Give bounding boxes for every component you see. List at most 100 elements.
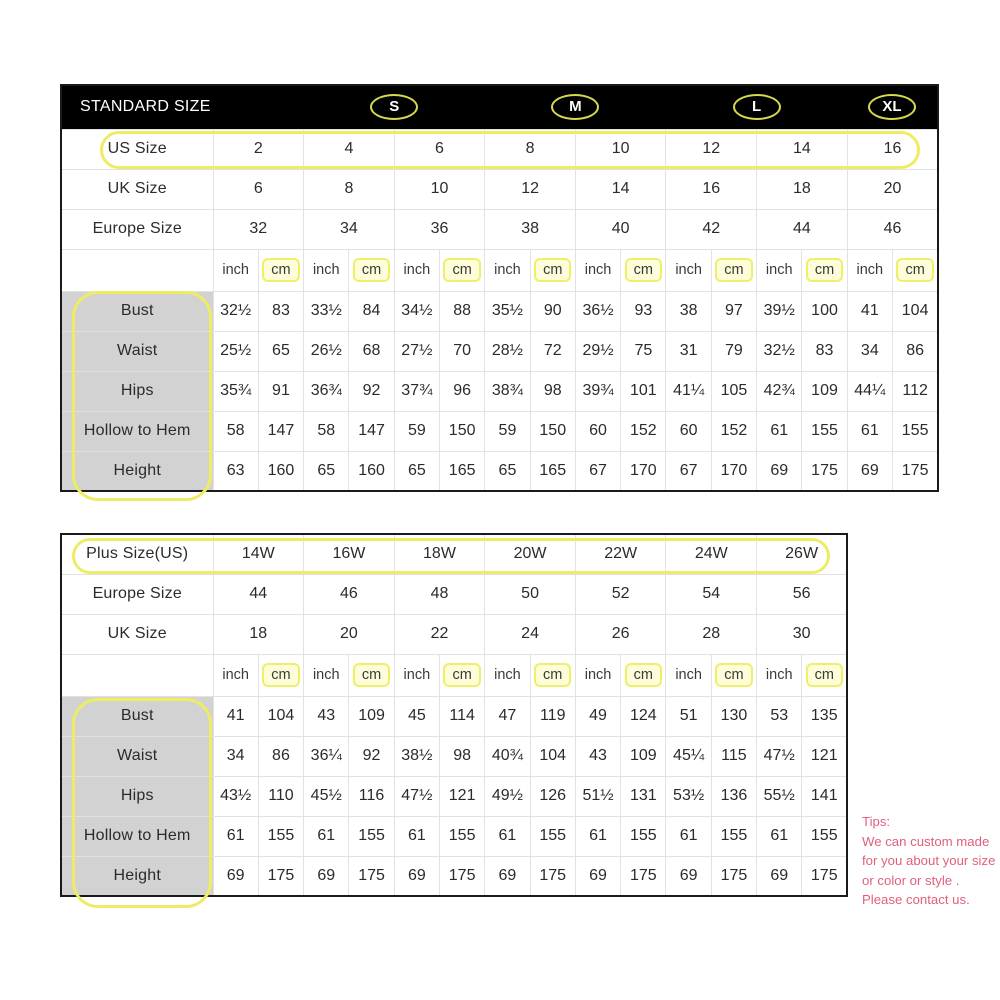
measurement-value-cell: 70 — [438, 330, 486, 372]
measurement-value-cell: 34½ — [393, 290, 441, 332]
measurement-value-cell: 61 — [756, 815, 803, 857]
measurement-value-cell: 155 — [438, 815, 486, 857]
table-row: Europe Size 44 46 48 50 52 54 56 — [60, 573, 848, 615]
measurement-value-cell: 121 — [438, 775, 486, 817]
measurement-row: Hollow to Hem 58 147 58 147 59 150 59 150 60 152 60… — [60, 410, 939, 452]
unit-cell-inch: inch — [665, 653, 712, 697]
measurement-value-cell: 65 — [303, 450, 350, 492]
measurement-value-cell: 155 — [891, 410, 939, 452]
unit-label: cm — [262, 663, 300, 687]
size-value-cell: 48 — [393, 573, 486, 615]
measurement-value-cell: 150 — [438, 410, 486, 452]
measurement-value-cell: 175 — [801, 450, 848, 492]
size-value-cell: 16W — [303, 533, 395, 575]
size-group-m: M — [484, 85, 666, 129]
row-label: UK Size — [60, 168, 214, 210]
measurement-value-cell: 155 — [348, 815, 395, 857]
size-value-cell: 12 — [484, 168, 576, 210]
measurement-value-cell: 109 — [801, 370, 848, 412]
measurement-value-cell: 69 — [574, 855, 622, 897]
measurement-row: Bust 41 104 43 109 45 114 47 119 49 124 51 130 53 135 — [60, 695, 848, 737]
size-group-l: L — [665, 85, 848, 129]
measurement-label: Height — [60, 450, 214, 492]
measurement-value-cell: 175 — [438, 855, 486, 897]
size-value-cell: 26W — [756, 533, 848, 575]
measurement-value-cell: 69 — [484, 855, 531, 897]
unit-cell-inch: inch — [212, 653, 259, 697]
measurement-value-cell: 68 — [348, 330, 395, 372]
measurement-value-cell: 155 — [801, 410, 848, 452]
unit-cell-inch: inch — [303, 248, 350, 292]
measurement-value-cell: 28½ — [484, 330, 531, 372]
measurement-value-cell: 165 — [529, 450, 576, 492]
measurement-value-cell: 47 — [484, 695, 531, 737]
measurement-value-cell: 59 — [484, 410, 531, 452]
measurement-value-cell: 86 — [257, 735, 305, 777]
plus-size-table: Plus Size(US) 14W 16W 18W 20W 22W 24W 26W Europe… — [60, 533, 849, 897]
size-value-cell: 2 — [212, 128, 305, 170]
measurement-value-cell: 41 — [846, 290, 893, 332]
size-value-cell: 36 — [393, 208, 486, 250]
table-title: STANDARD SIZE — [61, 85, 304, 129]
measurement-value-cell: 126 — [529, 775, 576, 817]
size-value-cell: 10 — [393, 168, 486, 210]
measurement-value-cell: 93 — [620, 290, 667, 332]
measurement-value-cell: 35½ — [484, 290, 531, 332]
size-value-cell: 8 — [484, 128, 576, 170]
measurement-row: Bust 32½ 83 33½ 84 34½ 88 35½ 90 36½ 93 38 97 39½ 100 4… — [60, 290, 939, 332]
size-value-cell: 18 — [212, 613, 305, 655]
size-value-cell: 34 — [303, 208, 395, 250]
unit-row-label — [60, 653, 214, 697]
size-value-cell: 54 — [665, 573, 758, 615]
unit-cell-cm: cm — [348, 248, 395, 292]
size-value-cell: 6 — [212, 168, 305, 210]
measurement-value-cell: 75 — [620, 330, 667, 372]
size-value-cell: 46 — [846, 208, 939, 250]
measurement-value-cell: 58 — [303, 410, 350, 452]
measurement-value-cell: 131 — [620, 775, 667, 817]
measurement-value-cell: 90 — [529, 290, 576, 332]
unit-cell-inch: inch — [756, 653, 803, 697]
measurement-row: Hips 43½ 110 45½ 116 47½ 121 49½ 126 51½ 131 53½ 136… — [60, 775, 848, 817]
measurement-value-cell: 43½ — [212, 775, 259, 817]
measurement-value-cell: 34 — [846, 330, 893, 372]
measurement-value-cell: 92 — [348, 370, 395, 412]
measurement-value-cell: 60 — [574, 410, 622, 452]
measurement-value-cell: 116 — [348, 775, 395, 817]
measurement-value-cell: 110 — [257, 775, 305, 817]
measurement-value-cell: 65 — [393, 450, 441, 492]
measurement-value-cell: 170 — [710, 450, 758, 492]
measurement-value-cell: 112 — [891, 370, 939, 412]
measurement-value-cell: 51½ — [574, 775, 622, 817]
measurement-value-cell: 31 — [665, 330, 712, 372]
unit-label: cm — [715, 663, 753, 687]
unit-cell-inch: inch — [212, 248, 259, 292]
measurement-value-cell: 130 — [710, 695, 758, 737]
measurement-value-cell: 69 — [393, 855, 440, 897]
measurement-value-cell: 61 — [303, 815, 350, 857]
unit-cell-cm: cm — [710, 248, 758, 292]
measurement-value-cell: 39½ — [756, 290, 803, 332]
unit-cell-cm: cm — [529, 248, 576, 292]
measurement-value-cell: 152 — [710, 410, 758, 452]
unit-cell-inch: inch — [574, 248, 622, 292]
row-label: Plus Size(US) — [60, 533, 214, 575]
measurement-value-cell: 35¾ — [212, 370, 259, 412]
measurement-value-cell: 83 — [257, 290, 305, 332]
size-value-cell: 26 — [574, 613, 667, 655]
size-value-cell: 20 — [303, 613, 395, 655]
unit-cell-inch: inch — [665, 248, 712, 292]
measurement-label: Bust — [60, 290, 214, 332]
size-value-cell: 38 — [484, 208, 576, 250]
unit-label: cm — [352, 258, 391, 282]
unit-label: inch — [222, 262, 249, 278]
measurement-value-cell: 27½ — [393, 330, 441, 372]
unit-label: inch — [856, 262, 884, 278]
unit-cell-inch: inch — [393, 248, 441, 292]
unit-label: cm — [534, 258, 572, 282]
measurement-value-cell: 160 — [257, 450, 305, 492]
measurement-value-cell: 175 — [257, 855, 305, 897]
measurement-value-cell: 47½ — [756, 735, 803, 777]
unit-label: inch — [312, 262, 340, 278]
measurement-value-cell: 109 — [620, 735, 667, 777]
